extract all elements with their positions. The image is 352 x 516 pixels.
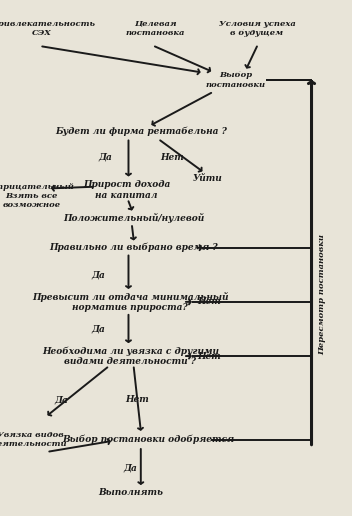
Text: Нет: Нет: [197, 297, 221, 307]
Text: Будет ли фирма рентабельна ?: Будет ли фирма рентабельна ?: [55, 127, 227, 136]
Text: Выбор
постановки: Выбор постановки: [206, 71, 266, 89]
Text: Превысит ли отдача минимальный
норматив прироста?: Превысит ли отдача минимальный норматив …: [32, 292, 228, 312]
Text: Пересмотр постановки: Пересмотр постановки: [318, 234, 326, 354]
Text: Уйти: Уйти: [193, 173, 222, 183]
Text: Да: Да: [92, 270, 106, 279]
Text: Нет: Нет: [197, 351, 221, 361]
Text: Необходима ли увязка с другими
видами деятельности ?: Необходима ли увязка с другими видами де…: [42, 346, 219, 366]
Text: Да: Да: [123, 463, 137, 473]
Text: Целевая
постановка: Целевая постановка: [125, 20, 184, 37]
Text: Правильно ли выбрано время ?: Правильно ли выбрано время ?: [49, 243, 218, 252]
Text: Привлекательность
СЭХ: Привлекательность СЭХ: [0, 20, 95, 37]
Text: Условия успеха
в будущем: Условия успеха в будущем: [219, 20, 295, 37]
Text: Увязка видов
деятельности: Увязка видов деятельности: [0, 431, 68, 448]
Text: Выполнять: Выполнять: [98, 488, 163, 497]
Text: Отрицательный
Взять все
возможное: Отрицательный Взять все возможное: [0, 183, 75, 209]
Text: Положительный/нулевой: Положительный/нулевой: [63, 213, 205, 223]
Text: Да: Да: [55, 395, 69, 405]
Text: Да: Да: [92, 324, 106, 333]
Text: Нет: Нет: [125, 395, 149, 405]
Text: Выбор постановки одобряется: Выбор постановки одобряется: [62, 435, 234, 444]
Text: Нет: Нет: [161, 153, 184, 162]
Text: Да: Да: [99, 153, 113, 162]
Text: Прирост дохода
на капитал: Прирост дохода на капитал: [83, 180, 170, 200]
